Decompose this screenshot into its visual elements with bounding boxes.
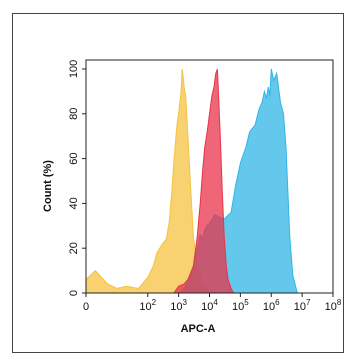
x-tick-label: 102: [139, 298, 156, 313]
x-tick-label: 105: [232, 298, 249, 313]
x-tick-label: 104: [201, 298, 218, 313]
x-tick-label: 106: [263, 298, 280, 313]
y-tick-label: 40: [68, 197, 80, 209]
figure-panel: 0 102 103 104 105 106 107 108 0 20 40 60 80 100 APC-A…: [12, 13, 344, 353]
x-tick-label: 108: [325, 298, 342, 313]
y-tick-label: 20: [68, 242, 80, 254]
series-layer: [85, 68, 298, 294]
y-axis-title: Count (%): [42, 160, 54, 212]
y-tick-label: 0: [68, 290, 80, 296]
histogram-series-3: [172, 68, 235, 294]
y-tick-label: 60: [68, 152, 80, 164]
axes-layer: 0 102 103 104 105 106 107 108 0 20 40 60 80 100: [68, 59, 342, 313]
y-tick-label: 100: [68, 60, 80, 78]
x-tick-label: 0: [83, 301, 89, 313]
y-tick-label: 80: [68, 108, 80, 120]
x-tick-label: 107: [294, 298, 311, 313]
x-tick-label: 103: [170, 298, 187, 313]
histogram-chart: 0 102 103 104 105 106 107 108 0 20 40 60 80 100 APC-A…: [42, 59, 342, 335]
x-axis-title: APC-A: [181, 323, 216, 335]
